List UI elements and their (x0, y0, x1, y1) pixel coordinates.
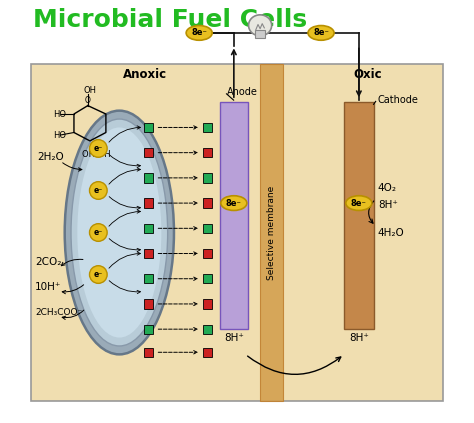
Bar (144, 249, 154, 258)
Text: 8e⁻: 8e⁻ (226, 198, 242, 208)
Bar (144, 224, 154, 233)
Bar (203, 299, 212, 308)
Text: Anode: Anode (227, 87, 257, 97)
Bar (344, 102, 374, 329)
Bar (203, 274, 212, 283)
Ellipse shape (248, 15, 272, 36)
Bar (144, 274, 154, 283)
Text: 4O₂: 4O₂ (378, 184, 397, 193)
Bar (203, 123, 212, 132)
Bar (144, 173, 154, 182)
Bar (144, 324, 154, 334)
Ellipse shape (186, 25, 212, 40)
Bar (203, 224, 212, 233)
Text: Selective membrane: Selective membrane (267, 185, 276, 280)
Text: O: O (85, 96, 91, 105)
Bar (255, 30, 265, 38)
Text: 2CO₂: 2CO₂ (35, 257, 62, 267)
Text: OH: OH (83, 86, 96, 95)
Bar (203, 148, 212, 157)
Circle shape (90, 140, 107, 157)
Text: Cathode: Cathode (378, 95, 419, 105)
Bar (144, 148, 154, 157)
Text: OH OH: OH OH (82, 150, 110, 159)
Text: 8e⁻: 8e⁻ (313, 28, 329, 37)
Circle shape (90, 181, 107, 199)
Bar (203, 249, 212, 258)
Bar (203, 348, 212, 357)
Text: 10H⁺: 10H⁺ (35, 282, 62, 292)
Text: Anoxic: Anoxic (122, 69, 167, 82)
Ellipse shape (346, 196, 372, 211)
Text: e⁻: e⁻ (94, 270, 103, 279)
Text: 2CH₃COO⁻: 2CH₃COO⁻ (35, 308, 82, 317)
Bar (31, 64, 443, 401)
Circle shape (90, 224, 107, 242)
Text: e⁻: e⁻ (94, 228, 103, 237)
Bar (220, 102, 247, 329)
Text: e⁻: e⁻ (94, 186, 103, 195)
Text: HO: HO (53, 131, 66, 140)
Text: 8H⁺: 8H⁺ (224, 332, 244, 343)
Circle shape (90, 266, 107, 283)
Text: 8e⁻: 8e⁻ (191, 28, 207, 37)
Bar (203, 324, 212, 334)
Bar (203, 173, 212, 182)
Ellipse shape (221, 196, 247, 211)
Text: 2H₂O: 2H₂O (37, 152, 64, 162)
Text: 8H⁺: 8H⁺ (378, 200, 398, 210)
Ellipse shape (308, 25, 334, 40)
Text: Microbial Fuel Cells: Microbial Fuel Cells (33, 8, 307, 32)
Bar (203, 198, 212, 208)
Text: e⁻: e⁻ (94, 144, 103, 153)
Text: 4H₂O: 4H₂O (378, 228, 404, 237)
Ellipse shape (77, 127, 161, 338)
Bar (144, 198, 154, 208)
Text: 8H⁺: 8H⁺ (349, 332, 369, 343)
Bar (144, 299, 154, 308)
Ellipse shape (65, 111, 174, 354)
Bar (144, 123, 154, 132)
Text: Oxic: Oxic (353, 69, 382, 82)
Text: 8e⁻: 8e⁻ (351, 198, 367, 208)
Bar (144, 348, 154, 357)
Bar (260, 64, 283, 401)
Ellipse shape (71, 119, 168, 346)
Text: HO: HO (53, 110, 66, 118)
